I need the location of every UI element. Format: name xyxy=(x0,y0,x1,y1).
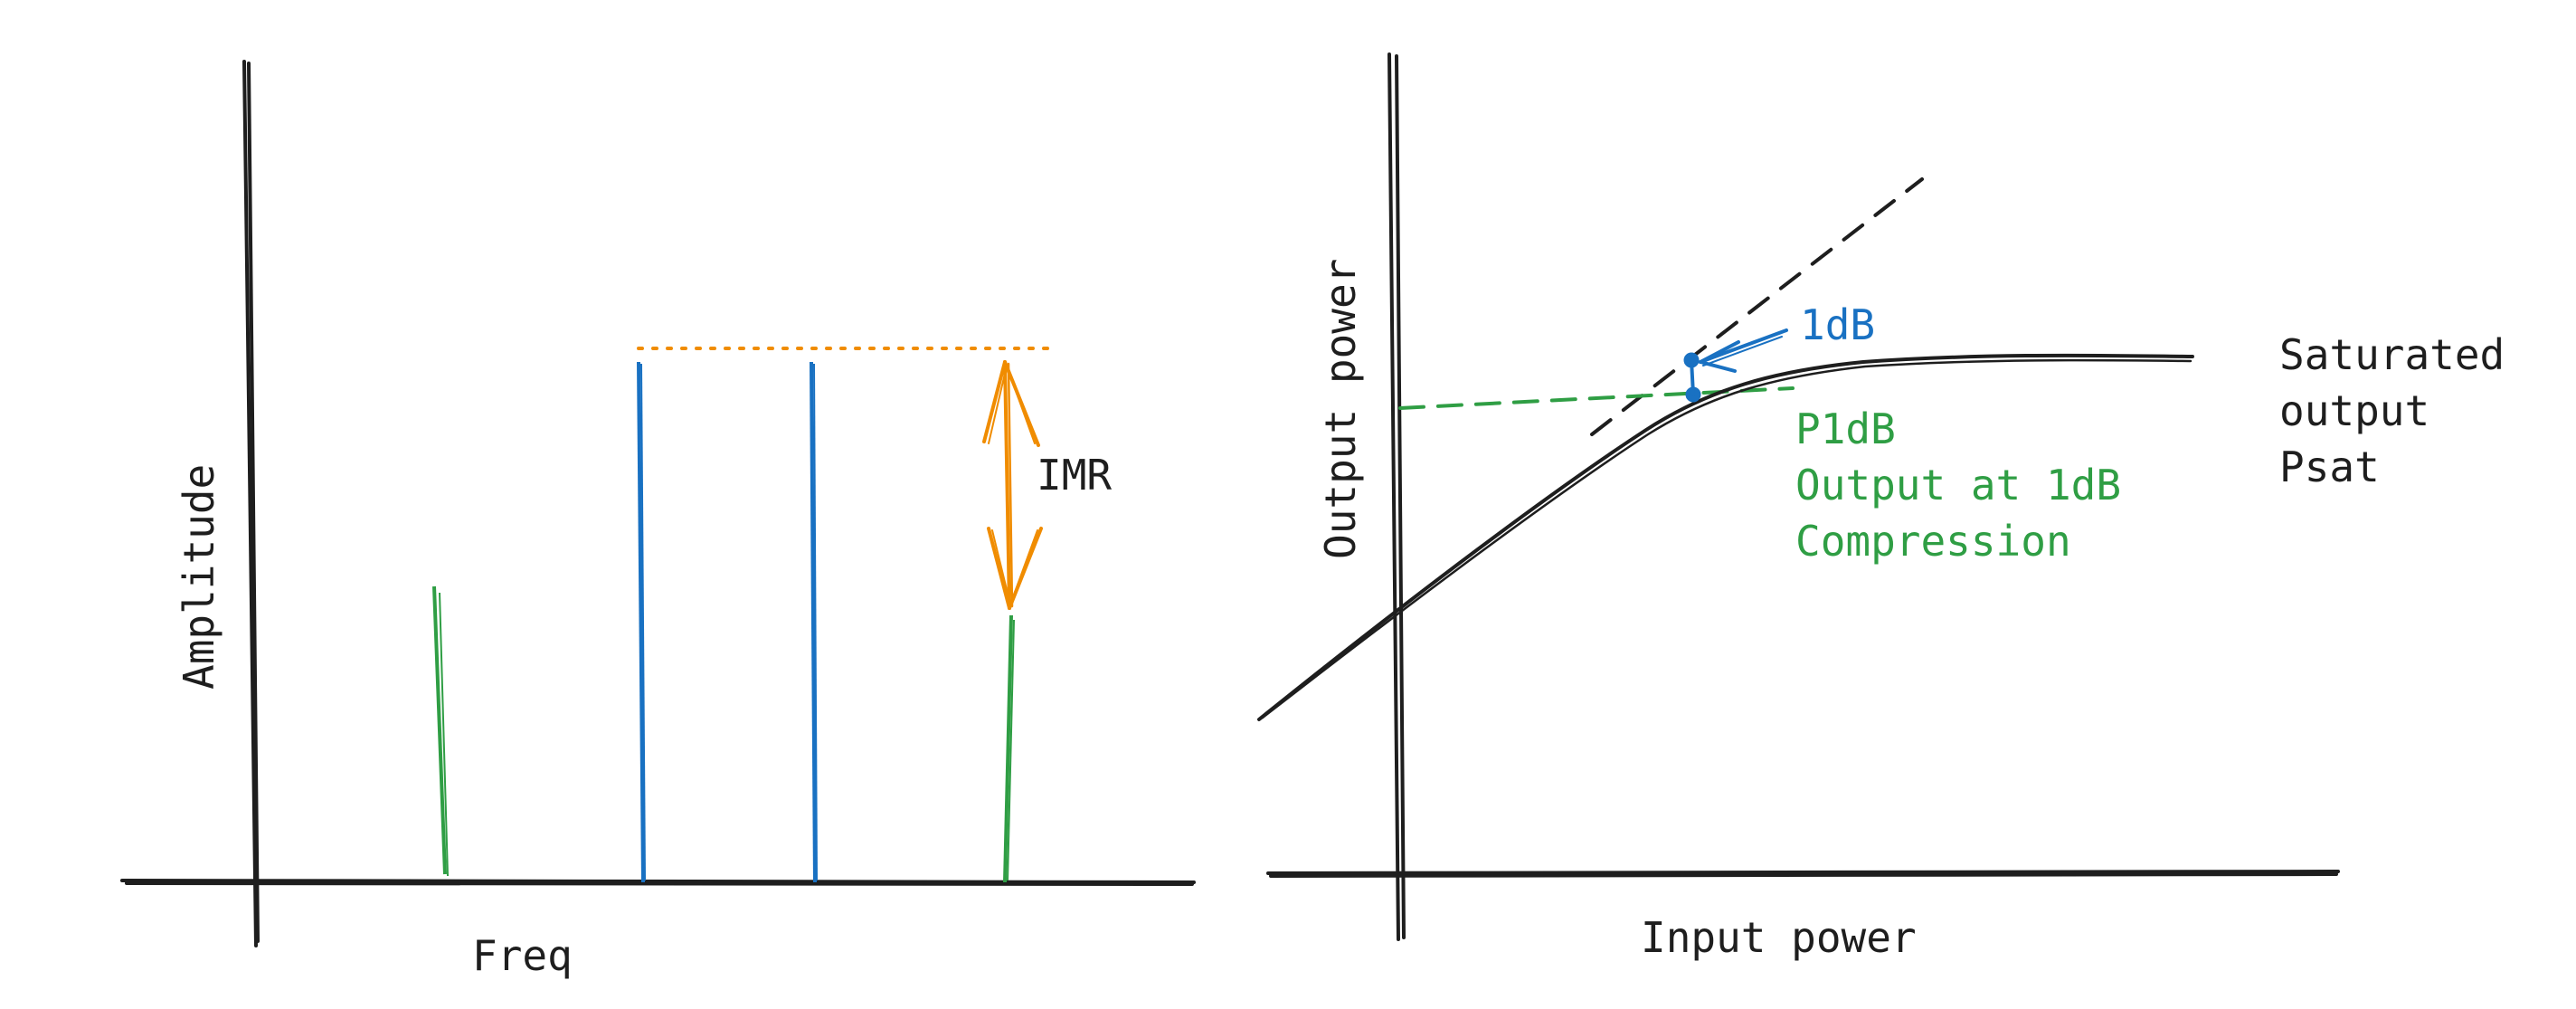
compression-y-axis xyxy=(1387,52,1406,941)
input-power-axis-label: Input power xyxy=(1641,913,1917,962)
spectrum-diagram: IMR Amplitude Freq xyxy=(120,60,1196,980)
psat-label-line-2: output xyxy=(2279,386,2429,435)
carrier-line-2 xyxy=(810,361,818,883)
compression-curve xyxy=(1257,353,2194,721)
output-power-axis-label: Output power xyxy=(1316,259,1365,559)
carrier-line-1 xyxy=(637,361,646,883)
one-db-label: 1dB xyxy=(1800,300,1875,349)
imr-double-arrow xyxy=(982,360,1043,610)
p1db-label-line-1: P1dB xyxy=(1795,405,1896,453)
intermod-line-left xyxy=(432,585,449,877)
p1db-label-line-3: Compression xyxy=(1795,517,2071,566)
psat-label-line-3: Psat xyxy=(2279,443,2380,491)
compression-x-axis xyxy=(1266,870,2340,878)
compression-diagram: 1dB P1dB Output at 1dB Compression Satur… xyxy=(1257,52,2505,962)
one-db-marker xyxy=(1683,328,1788,403)
spectrum-x-axis xyxy=(120,879,1196,886)
intermod-line-right xyxy=(1003,614,1015,883)
spectrum-y-axis xyxy=(242,60,260,947)
p1db-level-dashed-line xyxy=(1398,386,1795,410)
psat-label-line-1: Saturated xyxy=(2279,330,2505,379)
amplitude-axis-label: Amplitude xyxy=(175,464,223,690)
p1db-label-line-2: Output at 1dB xyxy=(1795,461,2121,509)
freq-axis-label: Freq xyxy=(472,931,573,980)
linear-gain-dashed-line xyxy=(1590,177,1924,436)
imr-label: IMR xyxy=(1037,451,1112,500)
